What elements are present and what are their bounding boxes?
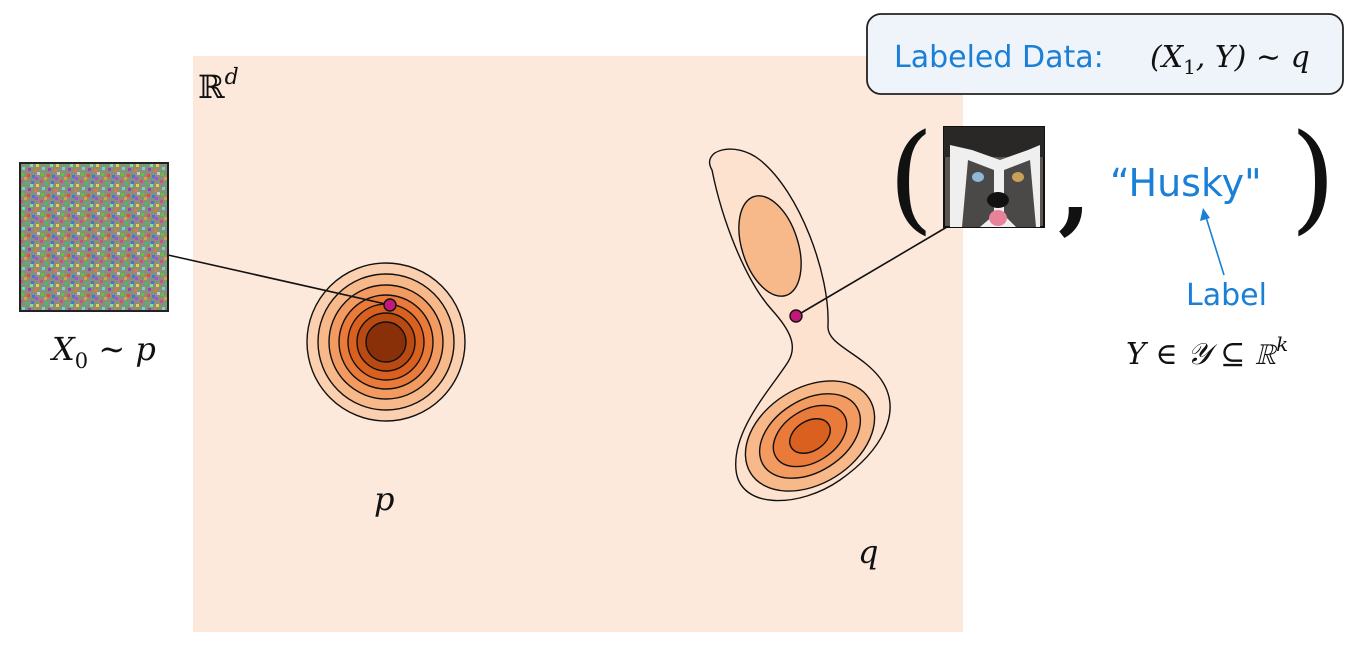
husky-photo-icon bbox=[943, 126, 1045, 228]
callout-formula: (X1, Y) ∼ q bbox=[1150, 40, 1310, 79]
target-distribution-label: q bbox=[858, 533, 878, 571]
target-lower-mode-contour bbox=[789, 418, 831, 454]
target-sample-point bbox=[789, 309, 803, 323]
source-distribution-contours bbox=[306, 262, 466, 422]
tuple-comma: , bbox=[1058, 132, 1091, 245]
label-annotation-formula: Y ∈ 𝒴 ⊆ ℝk bbox=[1126, 332, 1288, 372]
noise-image-icon bbox=[19, 162, 169, 312]
husky-connector-line bbox=[795, 223, 953, 317]
husky-class-label: “Husky" bbox=[1110, 161, 1262, 205]
noise-label: X0 ∼ p bbox=[49, 330, 156, 373]
label-arrow bbox=[1200, 208, 1225, 276]
source-sample-point bbox=[383, 298, 397, 312]
target-upper-mode-contour bbox=[738, 195, 802, 297]
source-contour-ring bbox=[365, 321, 407, 363]
source-distribution-label: p bbox=[374, 480, 394, 518]
noise-connector-line bbox=[167, 254, 391, 306]
labeled-data-callout: Labeled Data: (X1, Y) ∼ q bbox=[866, 13, 1344, 95]
tuple-close-paren: ) bbox=[1290, 108, 1336, 246]
space-dim: d bbox=[225, 65, 239, 90]
tuple-open-paren: ( bbox=[888, 108, 934, 246]
target-distribution-contours bbox=[709, 148, 891, 502]
label-annotation-title: Label bbox=[1186, 278, 1267, 313]
callout-prefix: Labeled Data: bbox=[894, 40, 1104, 75]
space-label: ℝd bbox=[198, 65, 239, 106]
